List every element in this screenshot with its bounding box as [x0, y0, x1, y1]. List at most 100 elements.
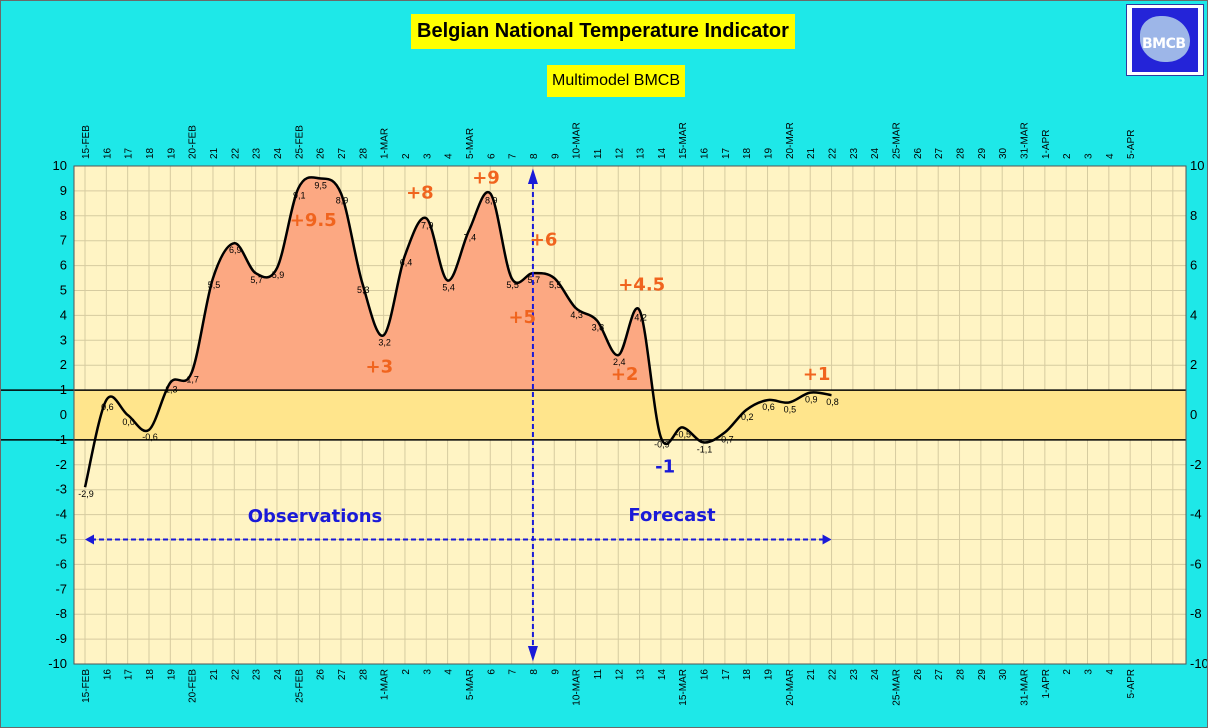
bottom-date-label: 6 [486, 669, 497, 675]
bottom-date-label: 27 [337, 669, 348, 681]
bottom-date-label: 5-APR [1126, 669, 1137, 698]
temperature-line [83, 176, 832, 488]
y-tick-label: 1 [60, 382, 67, 397]
y2-tick-label: 2 [1190, 357, 1197, 372]
bottom-date-label: 26 [316, 669, 327, 681]
y-tick-label: -4 [55, 507, 67, 522]
bottom-date-label: 20-FEB [188, 669, 199, 703]
y-tick-label: 2 [60, 357, 67, 372]
bottom-date-label: 19 [166, 669, 177, 681]
top-date-label: 7 [508, 153, 519, 159]
bottom-date-label: 26 [913, 669, 924, 681]
top-date-label: 4 [444, 153, 455, 159]
anomaly-annotation: +4.5 [618, 275, 665, 296]
top-date-label: 24 [273, 147, 284, 159]
top-date-label: 21 [209, 147, 220, 159]
y-tick-label: 6 [60, 258, 67, 273]
top-date-label: 25-MAR [892, 122, 903, 159]
top-date-label: 11 [593, 148, 604, 159]
bottom-date-label: 19 [764, 669, 775, 681]
top-date-label: 26 [316, 147, 327, 159]
data-point-label: -0,9 [654, 439, 670, 449]
bottom-date-label: 2 [401, 669, 412, 675]
bottom-date-label: 29 [977, 669, 988, 681]
data-point-label: 5,7 [250, 275, 263, 285]
y2-tick-label: 4 [1190, 307, 1197, 322]
data-point-label: 5,3 [357, 285, 370, 295]
top-date-label: 2 [1062, 153, 1073, 159]
bottom-date-label: 13 [636, 669, 647, 681]
data-point-label: 8,9 [485, 195, 498, 205]
top-date-label: 24 [870, 147, 881, 159]
y-tick-label: 7 [60, 233, 67, 248]
y-tick-label: -2 [55, 457, 67, 472]
anomaly-annotation: +6 [530, 230, 558, 251]
plot-border [73, 165, 1187, 665]
bottom-date-label: 21 [806, 669, 817, 681]
data-point-label: -0,5 [675, 429, 691, 439]
y-tick-label: -5 [55, 532, 67, 547]
anomaly-annotation: +3 [366, 357, 394, 378]
bottom-date-label: 28 [358, 669, 369, 681]
top-date-label: 28 [956, 147, 967, 159]
bottom-date-label: 18 [145, 669, 156, 681]
y-tick-label: -9 [55, 631, 67, 646]
bottom-date-label: 22 [230, 669, 241, 681]
bottom-date-label: 12 [614, 669, 625, 681]
timeline-arrow-head-right [822, 534, 832, 545]
today-arrow-head-up [527, 168, 538, 184]
bottom-date-label: 17 [124, 669, 135, 681]
y2-tick-label: -2 [1190, 457, 1202, 472]
bottom-date-label: 8 [529, 669, 540, 675]
top-date-label: 1-APR [1041, 130, 1052, 159]
data-point-label: 0,9 [805, 395, 818, 405]
y-tick-label: -1 [55, 432, 67, 447]
bottom-date-label: 30 [998, 669, 1009, 681]
data-point-label: 8,9 [336, 195, 349, 205]
y-tick-label: 3 [60, 332, 67, 347]
top-date-label: 17 [721, 147, 732, 159]
data-point-label: 3,2 [378, 337, 391, 347]
data-point-label: 0,6 [762, 402, 775, 412]
bottom-date-label: 21 [209, 669, 220, 681]
data-point-label: 5,4 [442, 283, 455, 293]
y-tick-label: 8 [60, 208, 67, 223]
bottom-date-label: 23 [252, 669, 263, 681]
top-date-label: 22 [230, 147, 241, 159]
data-point-label: 6,4 [400, 258, 413, 268]
y-tick-label: 5 [60, 283, 67, 298]
top-date-label: 8 [529, 153, 540, 159]
anomaly-annotation: -1 [655, 456, 675, 477]
bottom-date-label: 17 [721, 669, 732, 681]
bottom-date-label: 1-APR [1041, 669, 1052, 698]
top-date-label: 3 [1084, 153, 1095, 159]
bottom-date-label: 4 [444, 669, 455, 675]
anomaly-annotation: +9 [472, 167, 500, 188]
data-point-label: 0,2 [741, 412, 754, 422]
bottom-date-label: 11 [593, 669, 604, 680]
y2-tick-label: 6 [1190, 258, 1197, 273]
bottom-date-label: 18 [742, 669, 753, 681]
y-tick-label: -6 [55, 556, 67, 571]
today-arrow-head-down [527, 646, 538, 662]
top-date-label: 19 [166, 147, 177, 159]
bottom-date-label: 10-MAR [572, 669, 583, 706]
top-date-label: 5-APR [1126, 130, 1137, 159]
y2-tick-label: 0 [1190, 407, 1197, 422]
top-date-label: 5-MAR [465, 128, 476, 159]
top-date-label: 25-FEB [294, 125, 305, 159]
top-date-label: 22 [828, 147, 839, 159]
bottom-date-label: 16 [102, 669, 113, 681]
data-point-label: 5,5 [208, 280, 221, 290]
y2-tick-label: -8 [1190, 606, 1202, 621]
y2-tick-label: 8 [1190, 208, 1197, 223]
top-date-label: 16 [102, 147, 113, 159]
top-date-label: 19 [764, 147, 775, 159]
top-date-label: 23 [252, 147, 263, 159]
y-tick-label: -10 [48, 656, 67, 671]
data-point-label: 5,9 [272, 270, 285, 280]
top-date-label: 28 [358, 147, 369, 159]
data-point-label: 4,2 [634, 312, 647, 322]
bottom-date-label: 16 [700, 669, 711, 681]
data-point-label: -1,1 [697, 444, 713, 454]
